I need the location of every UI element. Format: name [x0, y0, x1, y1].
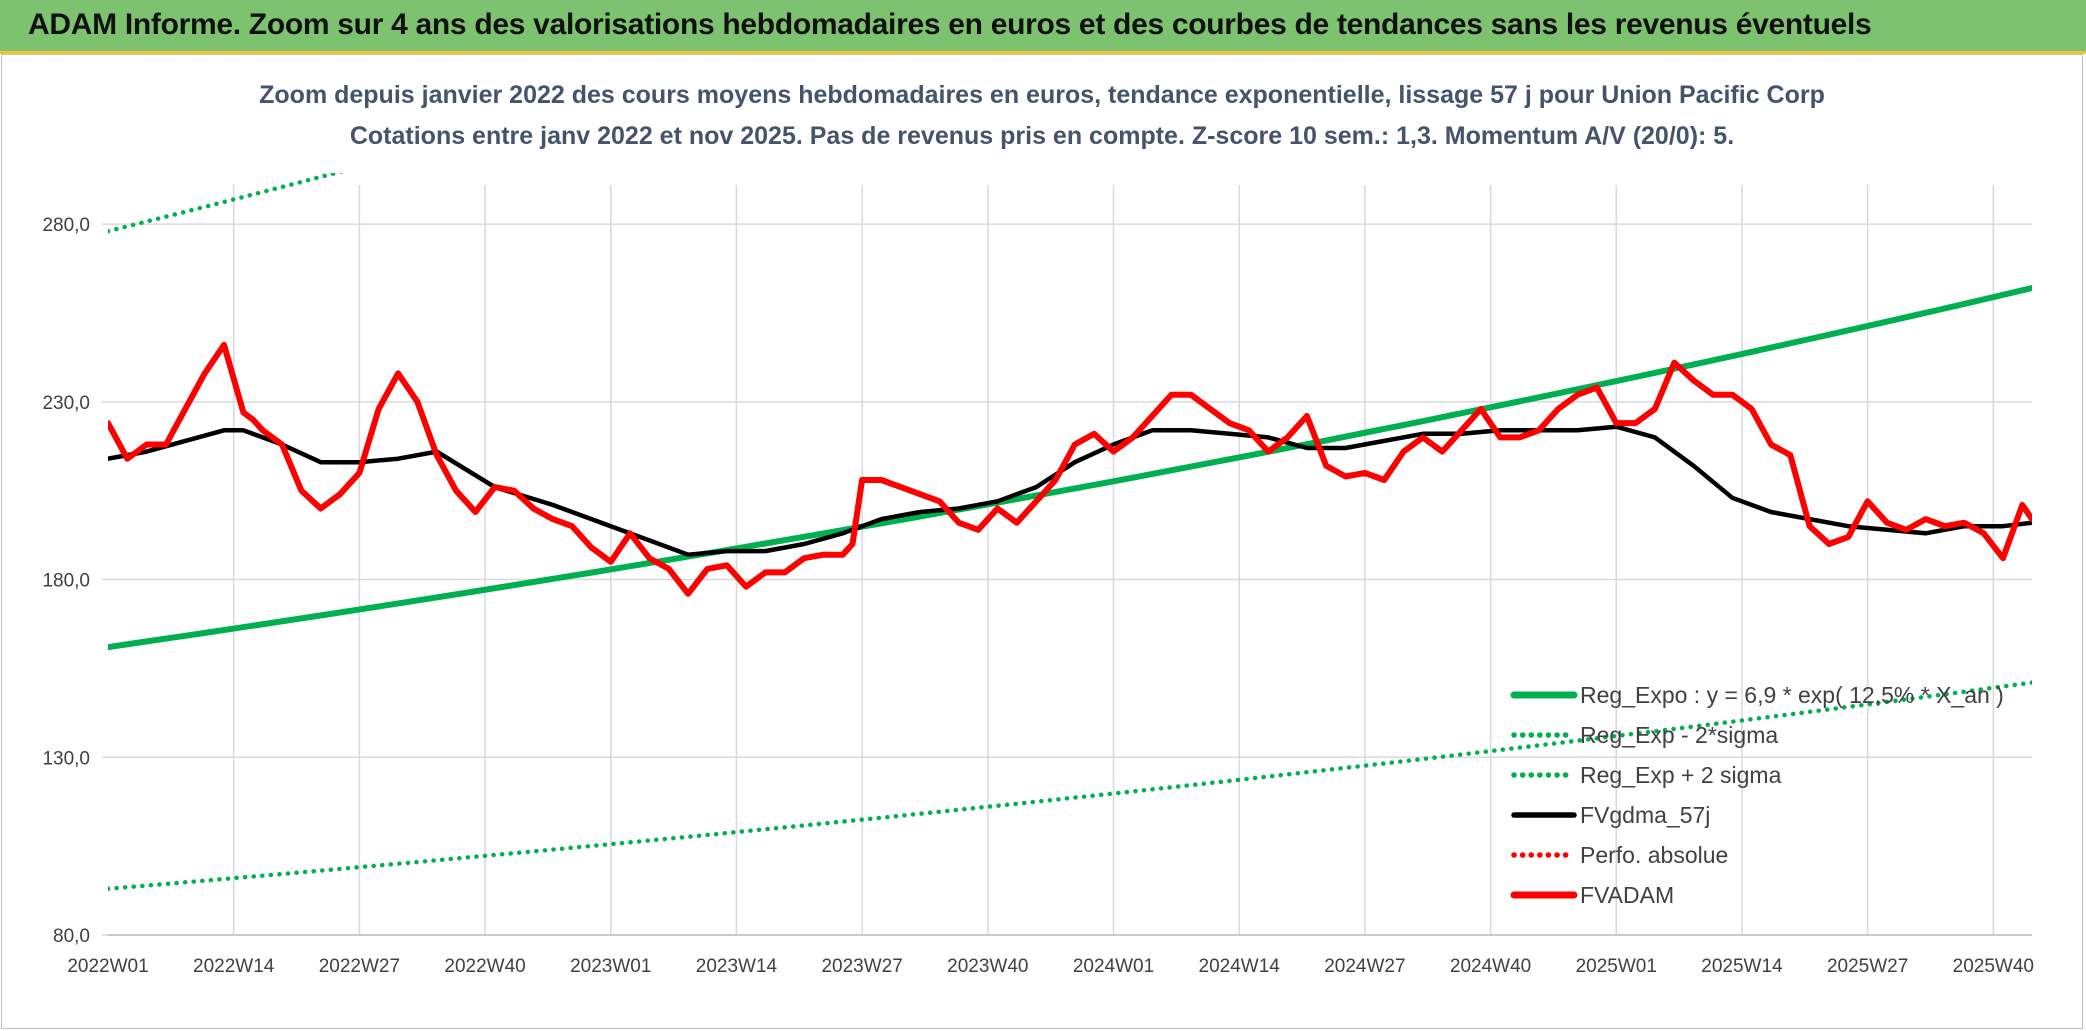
x-tick-label: 2023W01: [570, 956, 651, 977]
x-tick-label: 2025W01: [1576, 956, 1657, 977]
chart-area: 80,0 130,0 180,0 230,0 280,0 2022W01 2022W14 20…: [1, 54, 2083, 1029]
x-tick-label: 2022W14: [193, 956, 275, 977]
x-tick-label: 2025W27: [1827, 956, 1908, 977]
series-line: [108, 341, 2032, 597]
chart-svg: 80,0 130,0 180,0 230,0 280,0 2022W01 2022W14 20…: [42, 81, 2082, 977]
series-line: [108, 424, 2032, 557]
x-tick-label: 2023W27: [821, 956, 902, 977]
x-tick-label: 2024W40: [1450, 956, 1531, 977]
y-tick-label: 280,0: [42, 215, 90, 236]
legend-label: Perfo. absolue: [1580, 842, 1728, 868]
legend-box: [1482, 665, 2082, 975]
x-tick-label: 2025W14: [1701, 956, 1783, 977]
chart-subtitle: Cotations entre janv 2022 et nov 2025. P…: [350, 122, 1734, 150]
x-tick-label: 2022W27: [319, 956, 400, 977]
y-tick-label: 80,0: [53, 926, 90, 947]
chart-axes: 80,0 130,0 180,0 230,0 280,0 2022W01 2022W14 20…: [42, 215, 2034, 977]
legend-label: Reg_Exp - 2*sigma: [1580, 722, 1778, 748]
legend-label: FVgdma_57j: [1580, 802, 1710, 828]
x-tick-label: 2025W40: [1953, 956, 2034, 977]
report-title: ADAM Informe. Zoom sur 4 ans des valoris…: [28, 8, 1872, 41]
x-tick-label: 2023W40: [947, 956, 1028, 977]
chart-grid: [102, 185, 2032, 936]
legend-label: Reg_Exp + 2 sigma: [1580, 762, 1782, 788]
y-tick-label: 130,0: [42, 748, 90, 769]
x-tick-label: 2024W14: [1199, 956, 1281, 977]
legend-label: Reg_Expo : y = 6,9 * exp( 12,5% * X_an ): [1580, 682, 2004, 708]
x-tick-label: 2024W01: [1073, 956, 1154, 977]
x-tick-label: 2024W27: [1324, 956, 1405, 977]
x-tick-label: 2022W40: [444, 956, 525, 977]
chart-legend: Reg_Expo : y = 6,9 * exp( 12,5% * X_an )…: [1510, 682, 2004, 908]
x-tick-label: 2022W01: [67, 956, 148, 977]
series-line: [108, 285, 2032, 651]
chart-series: [108, 173, 2032, 892]
x-tick-label: 2023W14: [696, 956, 778, 977]
chart-title: Zoom depuis janvier 2022 des cours moyen…: [259, 81, 1825, 109]
y-tick-label: 230,0: [42, 393, 90, 414]
legend-label: FVADAM: [1580, 882, 1674, 908]
y-tick-label: 180,0: [42, 571, 90, 592]
report-banner: ADAM Informe. Zoom sur 4 ans des valoris…: [0, 0, 2086, 54]
